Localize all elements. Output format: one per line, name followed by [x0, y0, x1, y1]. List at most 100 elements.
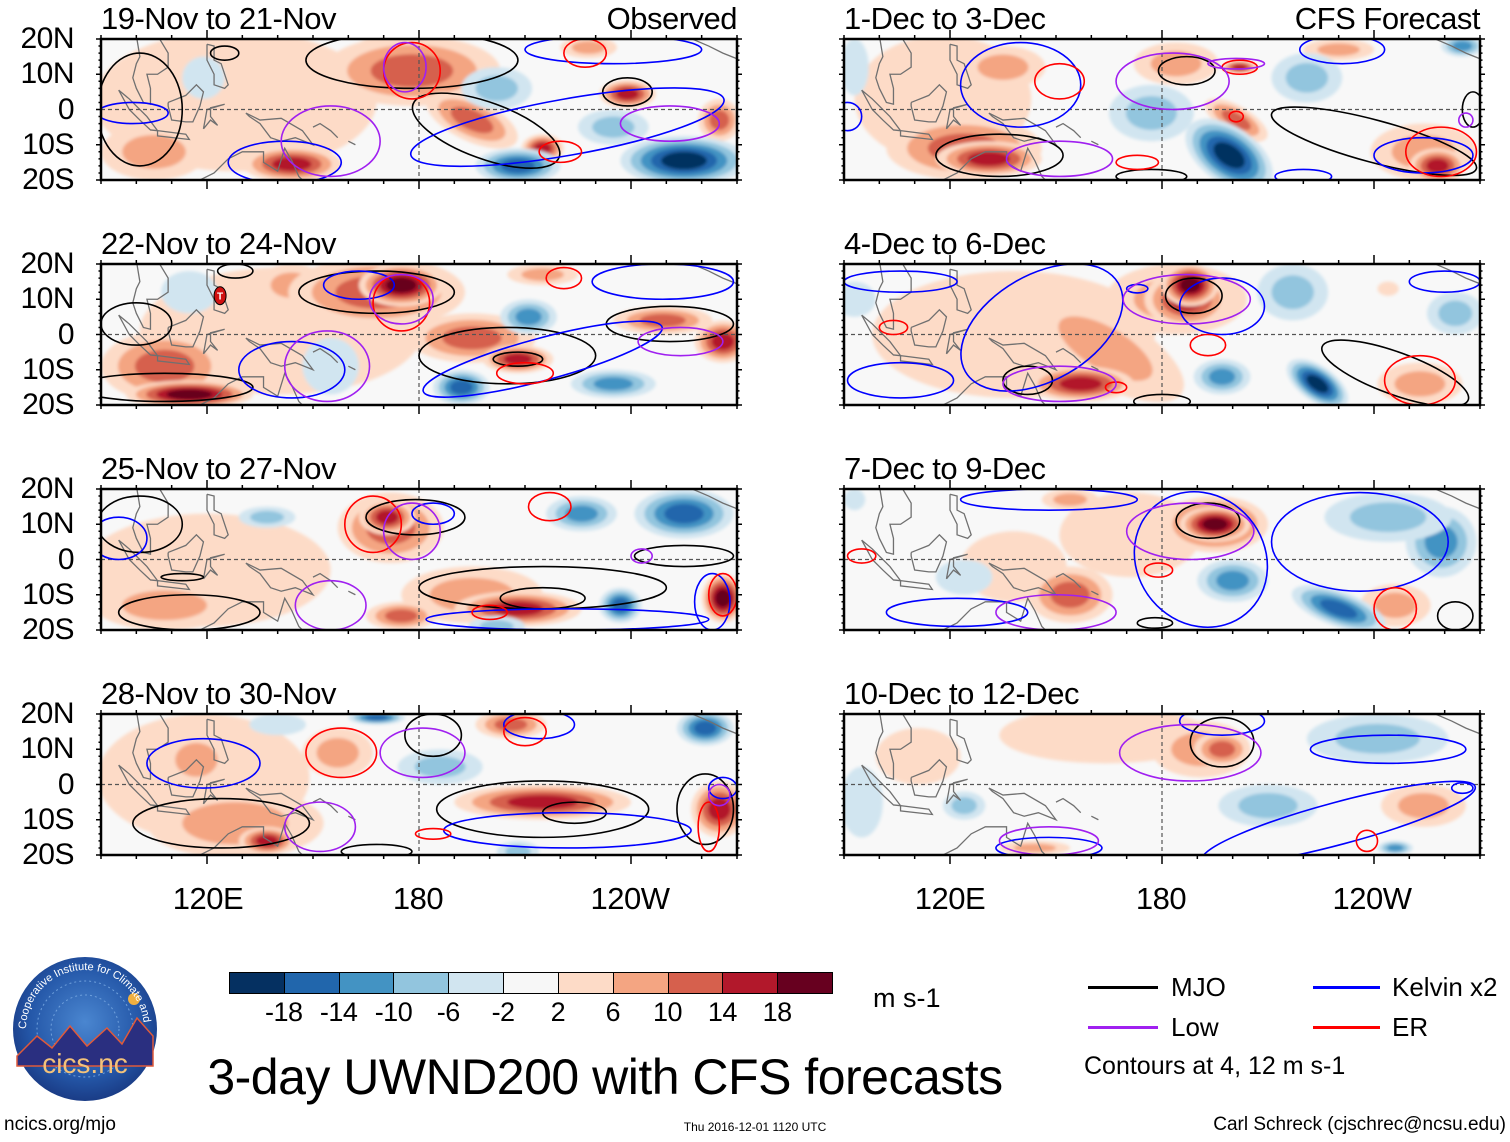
legend-label-kelvin: Kelvin x2	[1392, 972, 1498, 1002]
er-contour	[527, 491, 572, 522]
coastline	[875, 489, 912, 556]
kelvin-contour	[693, 572, 731, 630]
map-panel	[96, 480, 742, 639]
colorbar-swatch	[503, 972, 559, 994]
kelvin-contour	[409, 87, 725, 168]
easterly-anomaly-level	[450, 380, 473, 395]
coastline	[132, 489, 169, 556]
mjo-contour	[1436, 601, 1474, 630]
mjo-contour	[1461, 91, 1480, 128]
coastline	[1091, 140, 1099, 146]
footer-author: Carl Schreck (cjschrec@ncsu.edu)	[1213, 1114, 1506, 1135]
coastline	[899, 805, 934, 816]
axis-ticks	[96, 705, 742, 864]
contour-note: Contours at 4, 12 m s-1	[1084, 1052, 1346, 1080]
coastline	[1091, 590, 1099, 596]
coastline	[945, 328, 968, 355]
kelvin-contour	[960, 264, 1124, 392]
axis-ticks	[839, 30, 1485, 189]
low-contour	[1002, 365, 1117, 403]
lat-label: 0	[57, 542, 75, 576]
mjo-contour	[298, 270, 456, 315]
coastline	[1055, 122, 1082, 139]
coastline	[861, 764, 902, 807]
colorbar-swatch	[448, 972, 505, 994]
coastline	[899, 355, 934, 366]
coastline	[348, 590, 356, 596]
colorbar-tick-label: -18	[265, 997, 303, 1027]
low-contour	[1118, 723, 1262, 782]
lon-label-120w: 120W	[1332, 881, 1412, 916]
axis-ticks	[839, 255, 1485, 414]
westerly-anomaly-level	[639, 313, 686, 327]
er-contour	[502, 716, 547, 747]
kelvin-contour	[322, 270, 396, 301]
coastline	[167, 308, 205, 348]
lat-label: 0	[57, 767, 75, 801]
westerly-anomaly-level	[1377, 281, 1399, 296]
kelvin-contour	[844, 270, 958, 293]
westerly-anomaly-level	[1426, 158, 1449, 173]
kelvin-contour	[524, 39, 703, 65]
coastline	[198, 596, 304, 630]
easterly-anomaly-level	[1238, 792, 1298, 819]
westerly-anomaly-level	[370, 54, 454, 88]
coastline	[949, 268, 972, 315]
coastline	[988, 112, 1058, 147]
er-contour	[1228, 110, 1245, 123]
colorbar-tick-label: 6	[605, 997, 620, 1027]
easterly-anomaly-level	[1452, 41, 1473, 51]
uwnd-shading	[844, 714, 1466, 855]
coastline	[348, 140, 356, 146]
easterly-anomaly-level	[250, 510, 285, 524]
easterly-anomaly-level	[1386, 844, 1404, 852]
coastline	[945, 103, 968, 130]
kelvin-contour	[101, 101, 169, 125]
mjo-contour	[117, 593, 261, 630]
panel-title: 22-Nov to 24-Nov	[101, 226, 336, 261]
coastline	[245, 337, 315, 372]
axis-ticks	[839, 480, 1485, 639]
easterly-anomaly-level	[1216, 570, 1250, 591]
legend-label-low: Low	[1171, 1012, 1219, 1042]
colorbar-swatch	[229, 972, 285, 994]
map-panel	[839, 30, 1485, 189]
er-contour	[1143, 562, 1174, 578]
er-contour	[414, 827, 452, 840]
kelvin-contour	[885, 597, 1029, 628]
er-contour	[545, 266, 583, 290]
easterly-anomaly-level	[302, 338, 359, 395]
westerly-anomaly-level	[1398, 792, 1449, 819]
low-contour	[382, 41, 427, 93]
westerly-anomaly-level	[272, 157, 312, 172]
lat-label: 10S	[22, 802, 74, 836]
lon-label-180: 180	[1135, 881, 1187, 916]
panel-title: 28-Nov to 30-Nov	[101, 676, 336, 711]
panel-title: 4-Dec to 6-Dec	[844, 226, 1046, 261]
map-panel	[839, 705, 1485, 864]
lat-label: 10S	[22, 127, 74, 161]
low-contour	[707, 783, 731, 807]
coastline	[156, 130, 191, 141]
easterly-anomaly-level	[664, 503, 704, 524]
lat-label: 20S	[22, 838, 74, 871]
mjo-contour	[340, 843, 413, 855]
er-contour	[538, 140, 583, 164]
coastline	[167, 533, 205, 573]
mjo-contour	[601, 76, 654, 107]
coastline	[206, 268, 229, 315]
coastline	[202, 103, 225, 130]
easterly-anomaly-level	[1306, 374, 1329, 393]
mjo-contour	[1175, 502, 1241, 540]
westerly-anomaly-level	[715, 589, 731, 608]
lat-label: 10N	[20, 732, 74, 766]
westerly-anomaly-level	[316, 737, 359, 768]
coastline	[132, 714, 169, 781]
coastline	[1055, 572, 1082, 589]
axis-ticks	[96, 480, 742, 639]
coastline	[945, 778, 968, 805]
mjo-contour	[209, 45, 240, 61]
uwnd-shading	[101, 489, 737, 630]
mjo-contour	[1132, 393, 1192, 405]
er-contour	[1355, 829, 1379, 853]
